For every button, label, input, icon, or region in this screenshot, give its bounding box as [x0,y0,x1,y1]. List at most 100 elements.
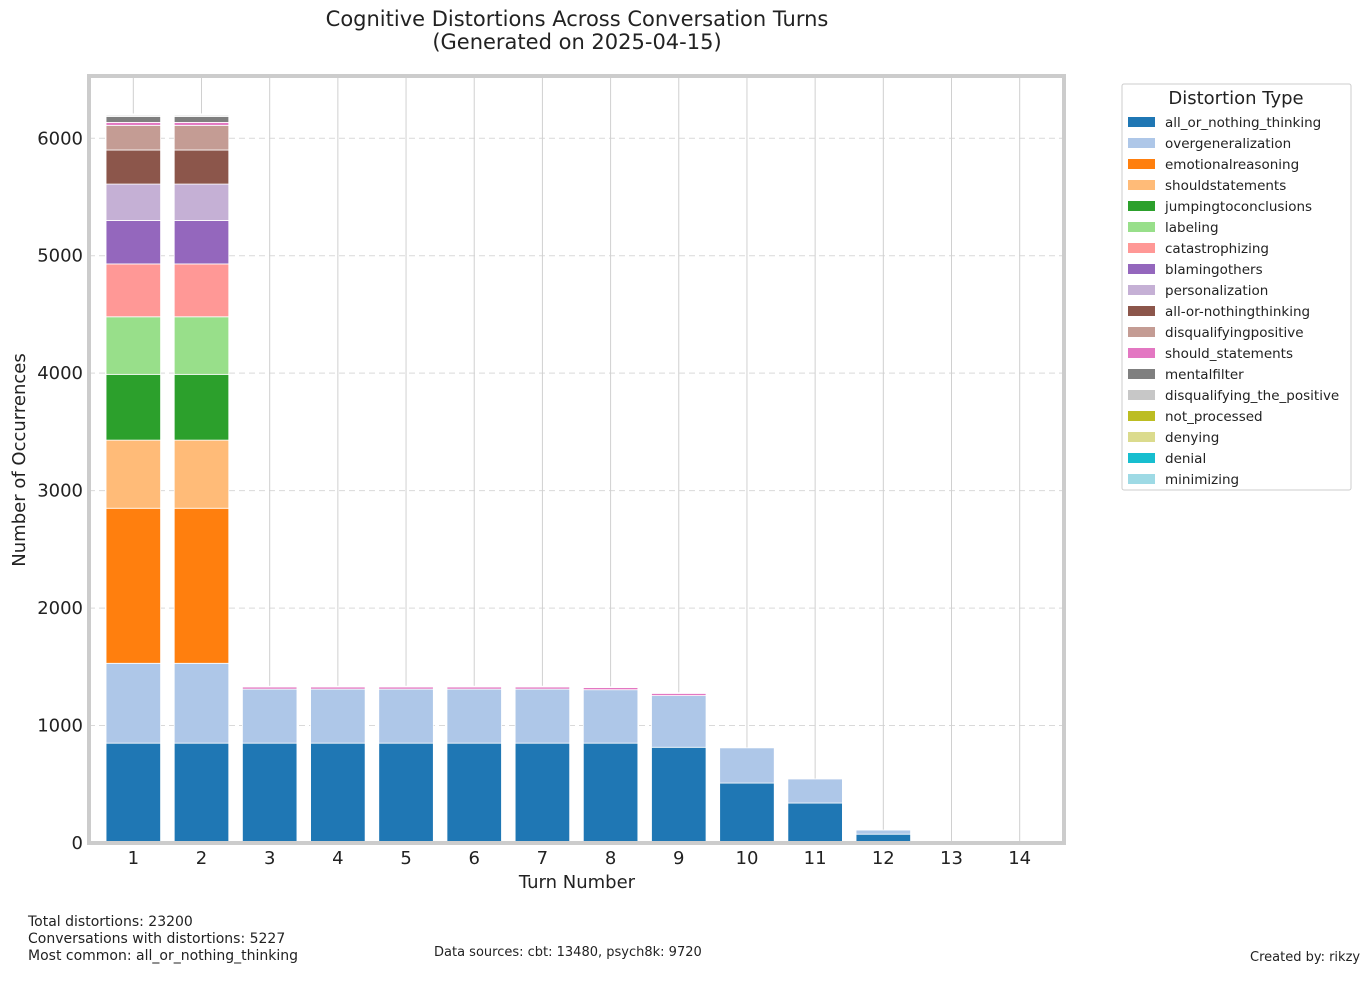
chart-subtitle: (Generated on 2025-04-15) [432,30,721,54]
bar-segment [105,439,161,509]
legend-swatch [1128,243,1155,253]
conversations-text: Conversations with distortions: 5227 [28,931,286,947]
bar-segment [173,263,230,318]
bar-segment [855,829,911,835]
bar-segment [651,746,707,844]
x-tick-label: 10 [736,848,759,869]
legend-label: blamingothers [1165,262,1263,278]
legend-items: all_or_nothing_thinking overgeneralizatio… [1128,115,1339,488]
footer-stats: Total distortions: 23200 Conversations w… [28,914,298,965]
x-tick-label: 9 [673,848,684,869]
bar-segment [651,692,707,694]
legend-swatch [1128,306,1155,316]
legend-label: shouldstatements [1165,178,1286,194]
x-tick-label: 12 [872,848,895,869]
legend-label: disqualifyingpositive [1165,325,1304,341]
legend-title: Distortion Type [1168,88,1303,109]
bar-segment [378,742,434,844]
bar-segment [105,124,161,151]
legend-label: mentalfilter [1165,367,1244,383]
x-axis-label: Turn Number [518,872,636,893]
total-distortions-text: Total distortions: 23200 [28,914,193,930]
legend-swatch [1128,201,1155,211]
bar-segment [310,688,366,744]
bar-segment [173,113,230,116]
bar-segment [514,688,571,744]
bar-segment [105,507,161,664]
most-common-text: Most common: all_or_nothing_thinking [28,948,299,964]
legend-swatch [1128,411,1155,421]
bar-segment [105,742,161,844]
bar-segment [310,685,366,688]
legend-label: emotionalreasoning [1165,157,1299,173]
bar-segment [378,688,434,744]
legend-label: personalization [1165,283,1268,299]
legend-label: catastrophizing [1165,241,1269,257]
bar-segment [787,778,843,804]
legend-label: jumpingtoconclusions [1164,199,1312,215]
legend-item: denying [1128,430,1219,446]
legend-box [1121,83,1352,491]
legend-swatch [1128,222,1155,232]
bar-segment [582,686,639,688]
x-tick-label: 14 [1008,848,1031,869]
bar-segment [719,782,775,844]
x-tick-label: 3 [264,848,275,869]
legend-item: emotionalreasoning [1128,157,1299,173]
bar-segment [173,662,230,744]
legend-swatch [1128,159,1155,169]
legend-label: labeling [1165,220,1219,236]
bars [105,113,911,844]
legend-item: catastrophizing [1128,241,1269,257]
x-tick-label: 1 [128,848,139,869]
legend-swatch [1128,432,1155,442]
x-tick-label: 11 [804,848,827,869]
bar-segment [173,373,230,441]
legend-item: all_or_nothing_thinking [1128,115,1321,131]
bar-segment [173,742,230,844]
legend-label: overgeneralization [1165,136,1291,152]
legend-label: all_or_nothing_thinking [1165,115,1321,131]
bar-segment [582,742,639,844]
bar-segment [105,149,161,185]
x-tick-label: 13 [940,848,963,869]
bar-segment [310,742,366,844]
legend-item: minimizing [1128,472,1239,488]
legend-swatch [1128,348,1155,358]
legend-label: not_processed [1165,409,1263,425]
x-axis-ticks: 1 2 3 4 5 6 7 8 9 10 11 12 13 14 [128,848,1032,869]
bar-segment [105,316,161,375]
bar-segment [173,220,230,265]
legend-item: overgeneralization [1128,136,1291,152]
grid-lines [89,76,1064,843]
x-tick-label: 4 [332,848,343,869]
bar-segment [242,688,298,744]
bar-segment [105,113,161,116]
legend-label: should_statements [1165,346,1293,362]
legend-label: minimizing [1165,472,1239,488]
legend-swatch [1128,474,1155,484]
bar-segment [378,685,434,688]
legend-item: disqualifyingpositive [1128,325,1304,341]
bar-segment [173,124,230,151]
legend-swatch [1128,180,1155,190]
y-tick-label: 2000 [37,598,83,619]
legend-swatch [1128,453,1155,463]
bar-segment [582,689,639,744]
x-tick-label: 2 [196,848,207,869]
bar-segment [173,149,230,185]
bar-segment [514,742,571,844]
bar-segment [173,183,230,221]
x-tick-label: 5 [400,848,411,869]
bar-segment [105,116,161,123]
y-tick-label: 6000 [37,128,83,149]
bar-segment [105,263,161,318]
x-tick-label: 8 [605,848,616,869]
legend: Distortion Type all_or_nothing_thinkingo… [1121,83,1352,491]
legend-item: denial [1128,451,1206,467]
data-sources-text: Data sources: cbt: 13480, psych8k: 9720 [434,945,702,960]
legend-swatch [1128,264,1155,274]
bar-segment [514,685,571,688]
y-tick-label: 3000 [37,481,83,502]
